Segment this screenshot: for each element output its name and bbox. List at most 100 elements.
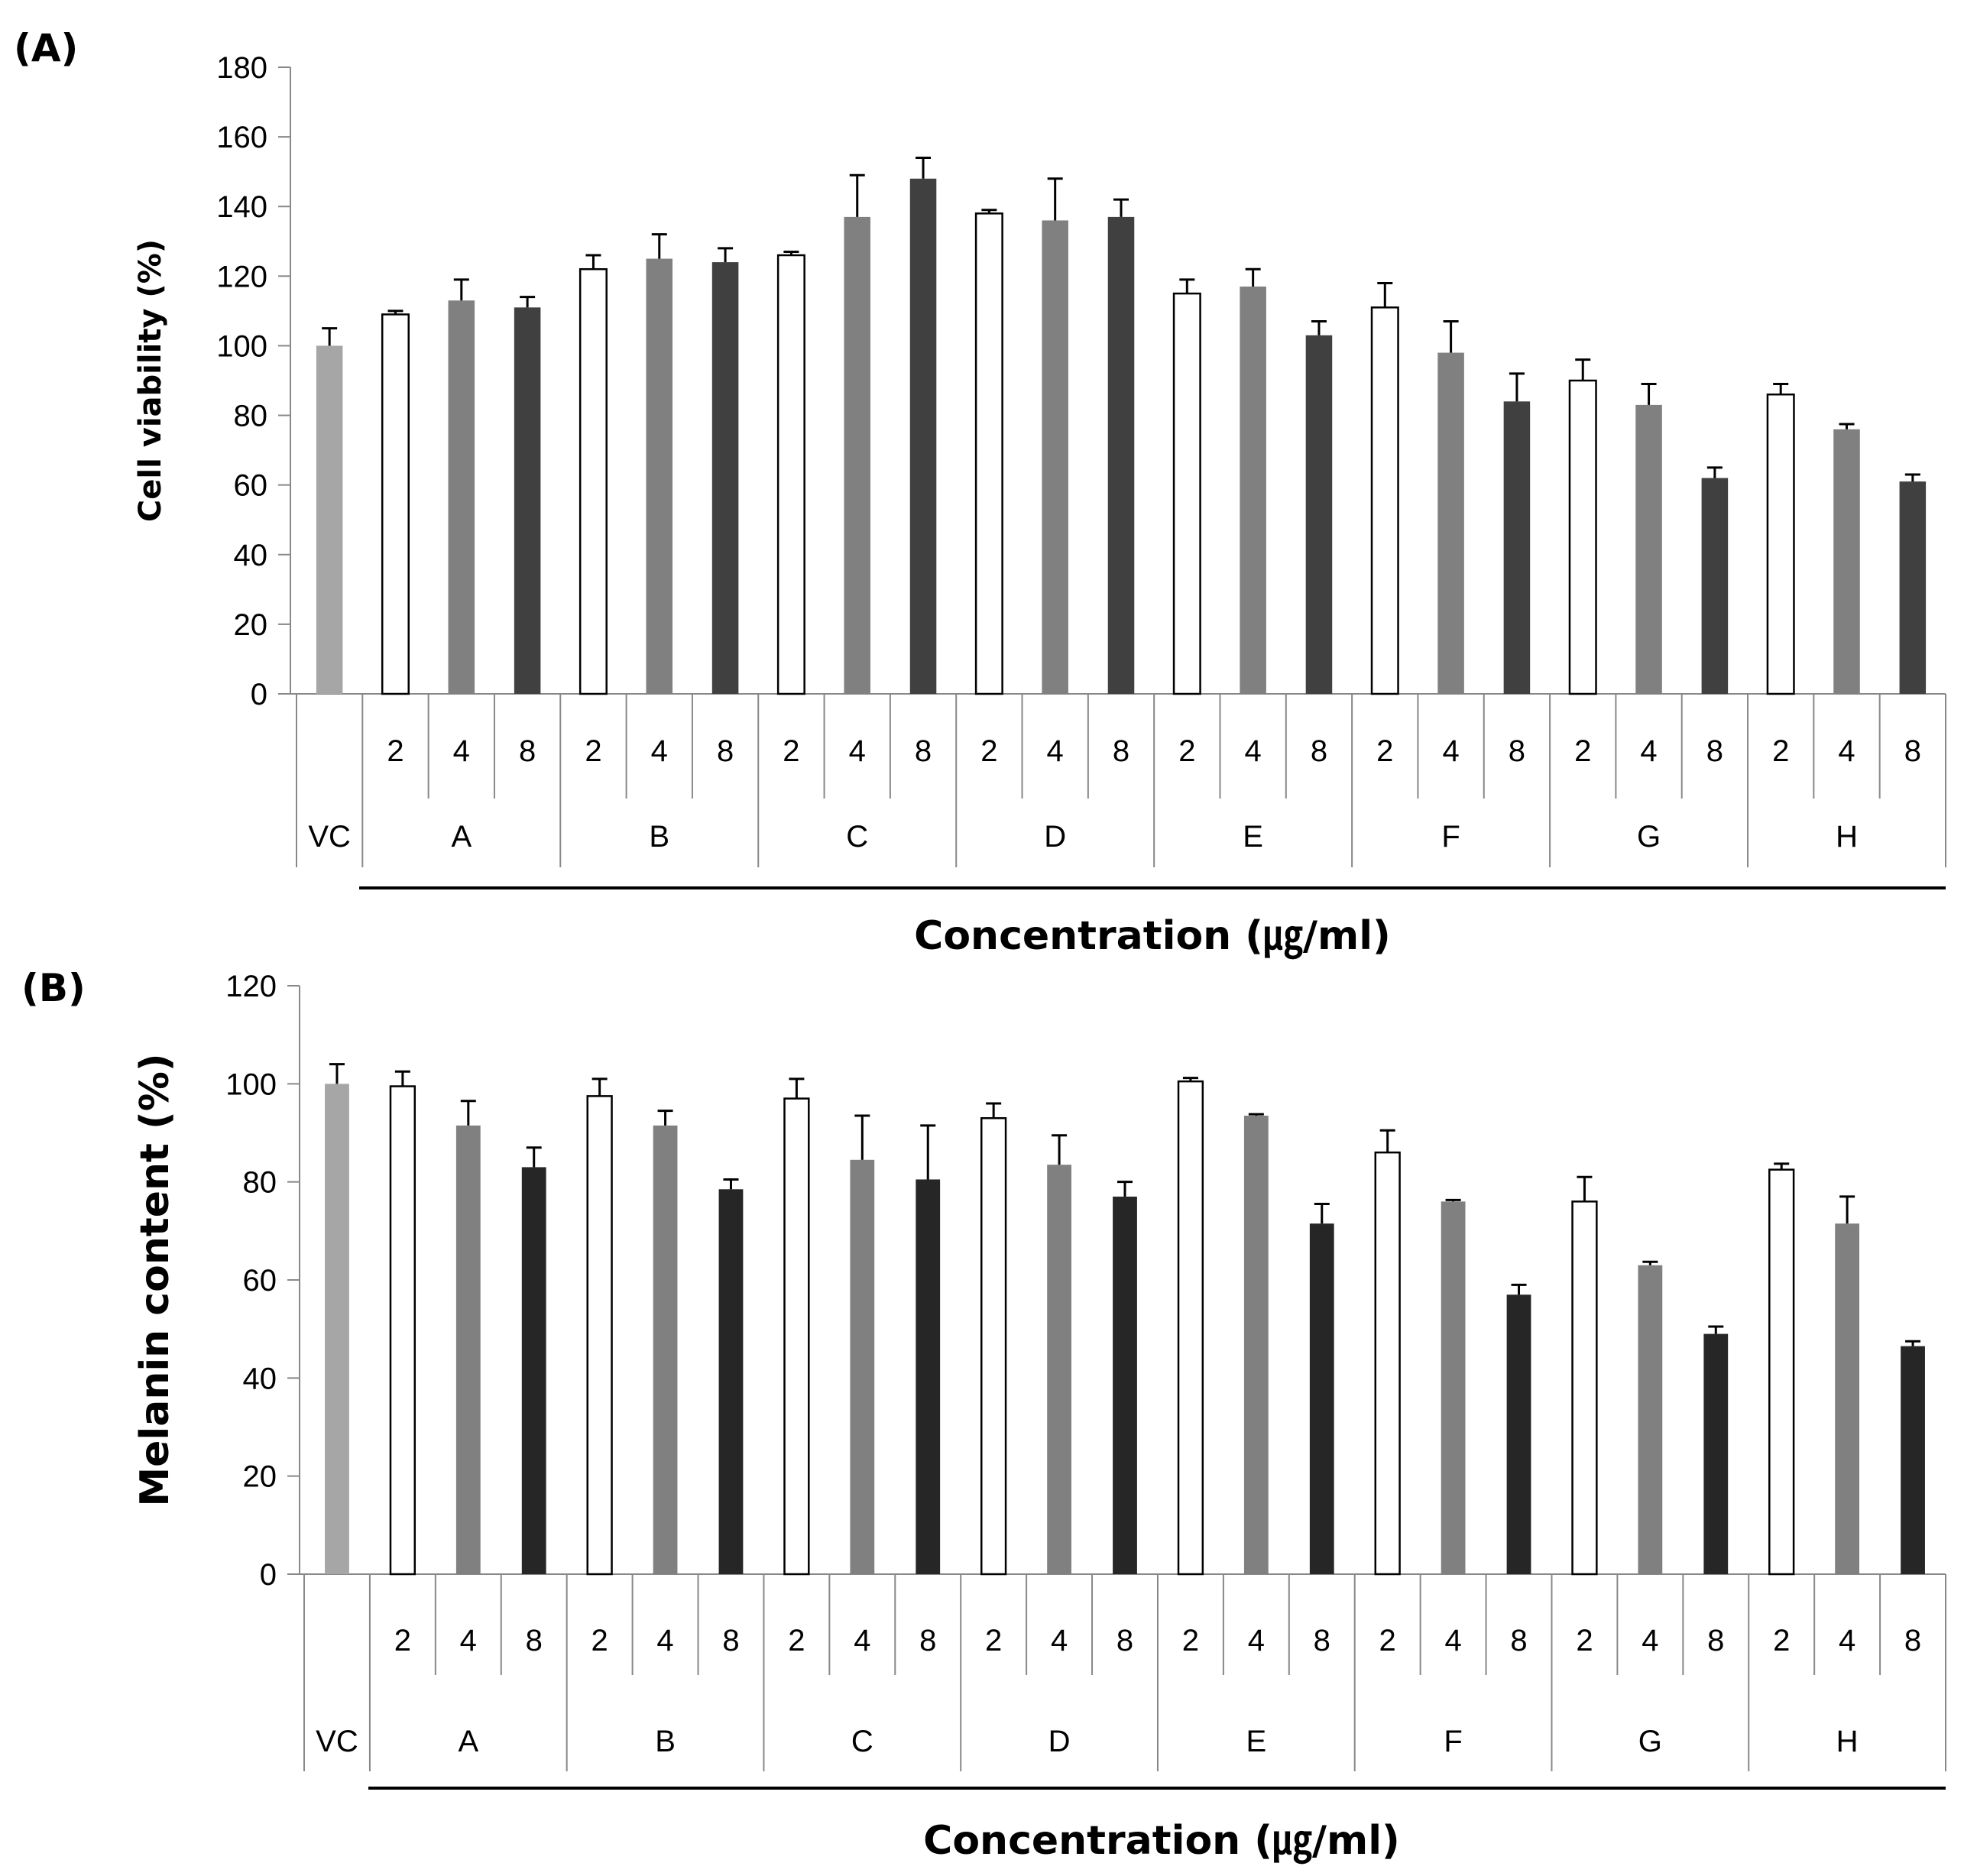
bar-F-4	[1437, 352, 1464, 694]
bar-A-4	[455, 1125, 481, 1574]
dose-label: 8	[1311, 734, 1327, 768]
dose-label: 4	[1838, 734, 1855, 768]
bar-B-8	[718, 1189, 744, 1574]
bar-F-8	[1506, 1294, 1531, 1574]
y-tick-label: 20	[243, 1460, 277, 1494]
group-label: C	[846, 820, 868, 854]
group-label: C	[851, 1725, 873, 1758]
bar-C-4	[844, 216, 870, 694]
bar-E-2	[1177, 1080, 1204, 1576]
y-tick-label: 40	[234, 539, 268, 572]
group-label: G	[1637, 820, 1661, 854]
bar-C-4	[850, 1159, 875, 1574]
dose-label: 8	[717, 734, 734, 768]
bar-C-2	[783, 1097, 810, 1576]
dose-label: 8	[919, 1624, 936, 1657]
bar-vc	[316, 345, 343, 694]
dose-label: 2	[788, 1624, 805, 1657]
bar-vc	[325, 1084, 349, 1574]
bar-A-2	[389, 1085, 416, 1576]
group-label: E	[1246, 1725, 1266, 1758]
bar-G-8	[1703, 1333, 1729, 1574]
dose-label: 2	[387, 734, 403, 768]
bar-B-2	[579, 267, 608, 695]
dose-label: 2	[1379, 1624, 1396, 1657]
group-label: F	[1444, 1725, 1462, 1758]
y-tick-label: 140	[216, 190, 267, 224]
dose-label: 8	[1509, 734, 1525, 768]
dose-label: 4	[1248, 1624, 1265, 1657]
group-label: B	[655, 1725, 676, 1758]
y-tick-label: 60	[234, 469, 268, 503]
y-tick-label: 60	[243, 1264, 277, 1298]
group-label: G	[1638, 1725, 1662, 1758]
bar-E-2	[1172, 292, 1201, 695]
group-label: D	[1048, 1725, 1071, 1758]
x-axis-title: Concentration (㎍/ml)	[923, 1818, 1400, 1865]
dose-label: 4	[1047, 734, 1064, 768]
dose-label: 4	[854, 1624, 870, 1657]
dose-label: 8	[1314, 1624, 1330, 1657]
group-label: E	[1243, 820, 1263, 854]
category-label-vc: VC	[308, 820, 351, 854]
bar-H-4	[1835, 1223, 1860, 1574]
panel-label: (B)	[21, 966, 86, 1010]
y-tick-label: 100	[216, 329, 267, 363]
dose-label: 2	[1376, 734, 1393, 768]
dose-label: 2	[980, 734, 997, 768]
y-tick-label: 80	[243, 1166, 277, 1200]
y-tick-label: 180	[216, 51, 267, 85]
panel-b-chart: (B) 0 20 40 60 80 100 120 Melanin content (%) VC A…	[21, 966, 1946, 1865]
dose-label: 2	[1178, 734, 1195, 768]
group-label: H	[1836, 1725, 1859, 1758]
y-tick-label: 40	[243, 1362, 277, 1395]
dose-label: 8	[1510, 1624, 1527, 1657]
bar-E-8	[1309, 1223, 1334, 1574]
dose-label: 2	[1574, 734, 1591, 768]
dose-label: 4	[1442, 734, 1459, 768]
bar-D-2	[980, 1117, 1007, 1576]
group-label: A	[458, 1725, 478, 1758]
bar-H-2	[1768, 1168, 1795, 1576]
bar-G-4	[1638, 1265, 1663, 1574]
bar-F-2	[1374, 1151, 1401, 1576]
y-tick-label: 160	[216, 121, 267, 154]
bar-F-4	[1441, 1201, 1466, 1574]
bar-G-2	[1568, 379, 1597, 695]
dose-label: 4	[656, 1624, 673, 1657]
bar-A-4	[448, 300, 475, 694]
y-axis-title: Cell viability (%)	[133, 239, 168, 522]
group-label: F	[1441, 820, 1460, 854]
x-axis-title: Concentration (㎍/ml)	[914, 913, 1391, 960]
bar-C-8	[909, 178, 937, 694]
dose-label: 2	[1576, 1624, 1593, 1657]
category-label-vc: VC	[316, 1725, 358, 1758]
dose-label: 4	[1444, 1624, 1461, 1657]
bar-H-8	[1901, 1346, 1925, 1574]
dose-label: 2	[394, 1624, 411, 1657]
bar-E-8	[1305, 335, 1333, 694]
dose-label: 8	[1904, 734, 1921, 768]
group-label: D	[1044, 820, 1066, 854]
dose-label: 8	[1706, 734, 1723, 768]
dose-label: 4	[1642, 1624, 1658, 1657]
y-tick-label: 120	[216, 260, 267, 293]
dose-label: 4	[1839, 1624, 1855, 1657]
y-axis-title: Melanin content (%)	[132, 1053, 178, 1506]
bar-C-8	[916, 1179, 941, 1574]
dose-label: 4	[849, 734, 866, 768]
bar-B-2	[586, 1095, 613, 1576]
dose-label: 8	[519, 734, 536, 768]
bar-B-4	[653, 1125, 678, 1574]
dose-label: 2	[783, 734, 799, 768]
group-label: H	[1836, 820, 1858, 854]
dose-label: 8	[1707, 1624, 1724, 1657]
dose-label: 2	[985, 1624, 1002, 1657]
dose-label: 8	[1116, 1624, 1133, 1657]
group-label: A	[451, 820, 472, 854]
y-tick-label: 80	[234, 400, 268, 433]
panel-label: (A)	[14, 26, 78, 70]
bar-H-8	[1899, 481, 1927, 694]
dose-label: 2	[1773, 1624, 1790, 1657]
bar-F-2	[1370, 306, 1399, 695]
